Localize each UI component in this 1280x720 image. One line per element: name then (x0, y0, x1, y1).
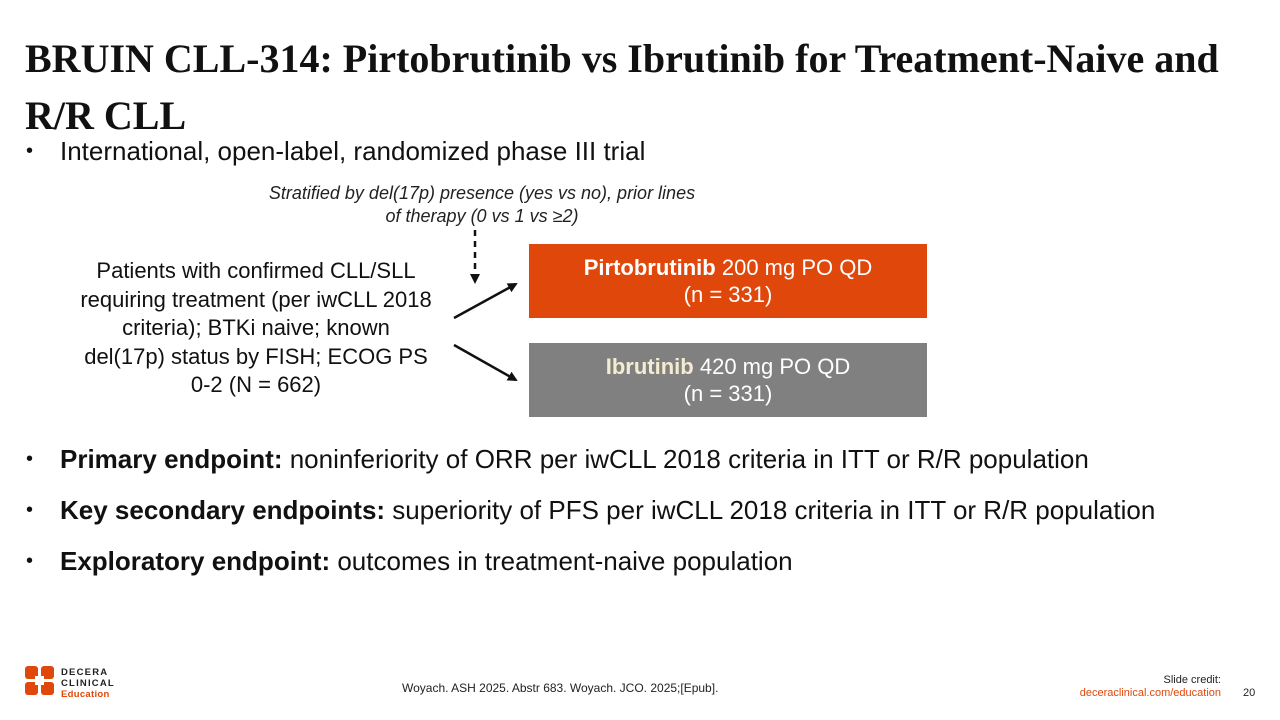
arm-pirtobrutinib-n: (n = 331) (683, 282, 773, 307)
arm-ibrutinib-line1: Ibrutinib 420 mg PO QD (529, 353, 927, 380)
arm-ibrutinib-dose: 420 mg PO QD (693, 354, 851, 379)
arm-pirtobrutinib-line1: Pirtobrutinib 200 mg PO QD (529, 254, 927, 281)
bullet-primary-text: Primary endpoint: noninferiority of ORR … (60, 444, 1089, 475)
primary-endpoint-desc: noninferiority of ORR per iwCLL 2018 cri… (282, 444, 1089, 474)
arm-ibrutinib-n: (n = 331) (683, 381, 773, 406)
logo-line-3: Education (61, 689, 110, 700)
logo-line-1: DECERA (61, 667, 109, 678)
patient-criteria: Patients with confirmed CLL/SLL requirin… (80, 258, 432, 397)
bullet-design-text: International, open-label, randomized ph… (60, 136, 646, 166)
bullet-dot: • (26, 448, 34, 470)
arm-pirtobrutinib-dose: 200 mg PO QD (715, 255, 873, 280)
citation: Woyach. ASH 2025. Abstr 683. Woyach. JCO… (402, 681, 719, 695)
arrow-to-pirtobrutinib (453, 282, 518, 320)
stratification-note: Stratified by del(17p) presence (yes vs … (268, 183, 696, 226)
decera-logo-icon (25, 666, 54, 695)
page-number: 20 (1243, 687, 1256, 699)
bullet-dot: • (26, 140, 34, 162)
logo-line-2: CLINICAL (61, 678, 115, 689)
slide-credit-label: Slide credit: (1163, 674, 1221, 686)
secondary-endpoints-desc: superiority of PFS per iwCLL 2018 criter… (385, 495, 1156, 525)
slide-credit: Slide credit: deceraclinical.com/educati… (1080, 674, 1221, 700)
arm-ibrutinib-drug: Ibrutinib (605, 354, 694, 379)
bullet-dot: • (26, 550, 34, 572)
secondary-endpoints-label: Key secondary endpoints: (60, 495, 386, 525)
exploratory-endpoint-label: Exploratory endpoint: (60, 546, 331, 576)
slide-credit-link[interactable]: deceraclinical.com/education (1079, 687, 1221, 699)
exploratory-endpoint-desc: outcomes in treatment-naive population (330, 546, 793, 576)
arm-pirtobrutinib: Pirtobrutinib 200 mg PO QD (n = 331) (529, 244, 927, 318)
bullet-exploratory-text: Exploratory endpoint: outcomes in treatm… (60, 546, 793, 577)
arm-pirtobrutinib-drug: Pirtobrutinib (583, 255, 716, 280)
bullet-dot: • (26, 499, 34, 521)
arrow-to-ibrutinib (453, 343, 518, 382)
primary-endpoint-label: Primary endpoint: (60, 444, 283, 474)
bullet-secondary-text: Key secondary endpoints: superiority of … (60, 495, 1155, 526)
decera-logo-text: DECERA CLINICAL Education (61, 667, 115, 700)
arm-ibrutinib: Ibrutinib 420 mg PO QD (n = 331) (529, 343, 927, 417)
slide-title: BRUIN CLL-314: Pirtobrutinib vs Ibrutini… (25, 36, 1219, 138)
